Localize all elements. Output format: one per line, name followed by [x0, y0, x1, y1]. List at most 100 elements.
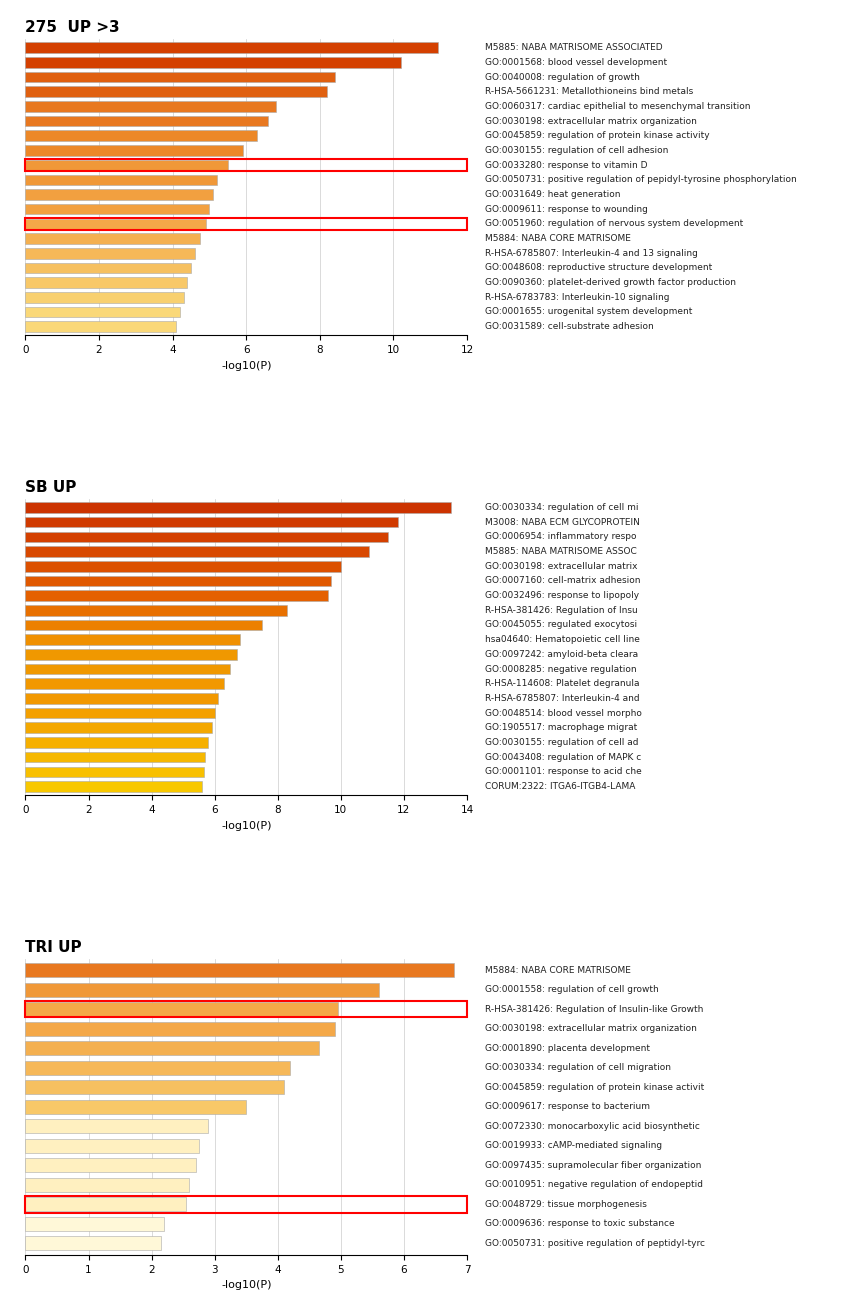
Text: GO:0043408: regulation of MAPK c: GO:0043408: regulation of MAPK c — [485, 753, 641, 762]
Text: GO:0097435: supramolecular fiber organization: GO:0097435: supramolecular fiber organiz… — [485, 1161, 701, 1170]
Bar — [25, 1139, 199, 1153]
Text: R-HSA-6785807: Interleukin-4 and: R-HSA-6785807: Interleukin-4 and — [485, 694, 639, 703]
Text: R-HSA-381426: Regulation of Insulin-like Growth: R-HSA-381426: Regulation of Insulin-like… — [485, 1004, 703, 1013]
Bar — [25, 1216, 164, 1231]
Text: GO:0050731: positive regulation of peptidyl-tyrc: GO:0050731: positive regulation of pepti… — [485, 1238, 705, 1247]
Bar — [25, 678, 224, 688]
Text: GO:0045055: regulated exocytosi: GO:0045055: regulated exocytosi — [485, 620, 637, 629]
Bar — [25, 57, 401, 67]
Text: GO:0051960: regulation of nervous system development: GO:0051960: regulation of nervous system… — [485, 220, 743, 228]
Text: GO:0010951: negative regulation of endopeptid: GO:0010951: negative regulation of endop… — [485, 1180, 703, 1189]
Bar — [25, 217, 467, 230]
Bar — [25, 292, 183, 303]
Text: R-HSA-6783783: Interleukin-10 signaling: R-HSA-6783783: Interleukin-10 signaling — [485, 292, 669, 302]
Bar — [25, 963, 454, 977]
Bar — [25, 516, 397, 528]
Bar — [25, 650, 237, 660]
Bar — [25, 1196, 467, 1212]
Bar — [25, 204, 210, 215]
Text: GO:0031649: heat generation: GO:0031649: heat generation — [485, 190, 620, 199]
Bar — [25, 160, 228, 171]
Bar — [25, 1237, 161, 1250]
Text: GO:0048608: reproductive structure development: GO:0048608: reproductive structure devel… — [485, 264, 711, 273]
Text: GO:0097242: amyloid-beta cleara: GO:0097242: amyloid-beta cleara — [485, 650, 638, 659]
Text: M5885: NABA MATRISOME ASSOC: M5885: NABA MATRISOME ASSOC — [485, 547, 637, 556]
Bar — [25, 634, 240, 644]
Bar — [25, 1158, 196, 1172]
Bar — [25, 131, 257, 141]
Text: GO:0009611: response to wounding: GO:0009611: response to wounding — [485, 204, 648, 214]
Bar — [25, 189, 213, 199]
Text: TRI UP: TRI UP — [25, 939, 82, 955]
Text: SB UP: SB UP — [25, 480, 77, 494]
Text: GO:0048729: tissue morphogenesis: GO:0048729: tissue morphogenesis — [485, 1200, 646, 1209]
Bar — [25, 576, 331, 586]
Bar — [25, 1197, 186, 1211]
Bar — [25, 1061, 290, 1075]
Bar — [25, 43, 437, 53]
Text: GO:0030334: regulation of cell mi: GO:0030334: regulation of cell mi — [485, 503, 638, 512]
Text: R-HSA-381426: Regulation of Insu: R-HSA-381426: Regulation of Insu — [485, 606, 638, 615]
Text: GO:0031589: cell-substrate adhesion: GO:0031589: cell-substrate adhesion — [485, 322, 654, 331]
Text: M3008: NABA ECM GLYCOPROTEIN: M3008: NABA ECM GLYCOPROTEIN — [485, 518, 639, 527]
Text: GO:0009617: response to bacterium: GO:0009617: response to bacterium — [485, 1102, 649, 1112]
Text: GO:0001890: placenta development: GO:0001890: placenta development — [485, 1044, 649, 1053]
Bar — [25, 664, 230, 674]
Text: GO:0009636: response to toxic substance: GO:0009636: response to toxic substance — [485, 1219, 674, 1228]
Bar — [25, 1100, 246, 1114]
Text: M5884: NABA CORE MATRISOME: M5884: NABA CORE MATRISOME — [485, 234, 631, 243]
Text: GO:0030198: extracellular matrix organization: GO:0030198: extracellular matrix organiz… — [485, 116, 696, 126]
Bar — [25, 982, 379, 996]
Text: CORUM:2322: ITGA6-ITGB4-LAMA: CORUM:2322: ITGA6-ITGB4-LAMA — [485, 782, 635, 791]
Bar — [25, 1022, 335, 1035]
Text: GO:0007160: cell-matrix adhesion: GO:0007160: cell-matrix adhesion — [485, 576, 640, 585]
Bar — [25, 708, 215, 718]
Text: GO:0048514: blood vessel morpho: GO:0048514: blood vessel morpho — [485, 709, 642, 718]
Text: GO:0001101: response to acid che: GO:0001101: response to acid che — [485, 767, 641, 776]
Text: GO:0030334: regulation of cell migration: GO:0030334: regulation of cell migration — [485, 1064, 671, 1073]
Text: GO:0032496: response to lipopoly: GO:0032496: response to lipopoly — [485, 591, 638, 600]
Bar — [25, 71, 335, 83]
Text: GO:0033280: response to vitamin D: GO:0033280: response to vitamin D — [485, 160, 647, 170]
Text: GO:0001568: blood vessel development: GO:0001568: blood vessel development — [485, 58, 666, 67]
Bar — [25, 87, 327, 97]
Text: GO:0008285: negative regulation: GO:0008285: negative regulation — [485, 665, 636, 674]
Bar — [25, 1119, 208, 1134]
Bar — [25, 766, 204, 778]
Bar — [25, 502, 451, 512]
Text: GO:0045859: regulation of protein kinase activity: GO:0045859: regulation of protein kinase… — [485, 131, 709, 140]
Bar — [25, 145, 243, 155]
Bar — [25, 694, 218, 704]
Bar — [25, 546, 369, 556]
Bar — [25, 1178, 189, 1192]
Bar — [25, 722, 211, 734]
X-axis label: -log10(P): -log10(P) — [221, 820, 272, 831]
Bar — [25, 263, 191, 273]
Bar — [25, 159, 467, 171]
Text: 275  UP >3: 275 UP >3 — [25, 19, 120, 35]
Text: R-HSA-5661231: Metallothioneins bind metals: R-HSA-5661231: Metallothioneins bind met… — [485, 87, 693, 96]
Bar — [25, 101, 276, 111]
Bar — [25, 560, 340, 572]
Bar — [25, 219, 205, 229]
Text: M5885: NABA MATRISOME ASSOCIATED: M5885: NABA MATRISOME ASSOCIATED — [485, 43, 662, 52]
Bar — [25, 1002, 467, 1017]
Bar — [25, 277, 188, 287]
Text: GO:0072330: monocarboxylic acid biosynthetic: GO:0072330: monocarboxylic acid biosynth… — [485, 1122, 700, 1131]
Text: GO:0030198: extracellular matrix organization: GO:0030198: extracellular matrix organiz… — [485, 1025, 696, 1034]
Text: M5884: NABA CORE MATRISOME: M5884: NABA CORE MATRISOME — [485, 965, 631, 974]
Bar — [25, 321, 177, 333]
Bar — [25, 590, 329, 600]
Bar — [25, 1003, 338, 1016]
Text: GO:0001558: regulation of cell growth: GO:0001558: regulation of cell growth — [485, 985, 658, 994]
Bar — [25, 738, 208, 748]
Bar — [25, 532, 388, 542]
Bar — [25, 606, 287, 616]
Text: GO:0090360: platelet-derived growth factor production: GO:0090360: platelet-derived growth fact… — [485, 278, 735, 287]
Text: R-HSA-6785807: Interleukin-4 and 13 signaling: R-HSA-6785807: Interleukin-4 and 13 sign… — [485, 248, 698, 258]
Text: GO:0030155: regulation of cell ad: GO:0030155: regulation of cell ad — [485, 738, 638, 747]
Bar — [25, 175, 216, 185]
Text: GO:0030155: regulation of cell adhesion: GO:0030155: regulation of cell adhesion — [485, 146, 668, 155]
Bar — [25, 1042, 318, 1056]
Bar — [25, 1080, 284, 1095]
